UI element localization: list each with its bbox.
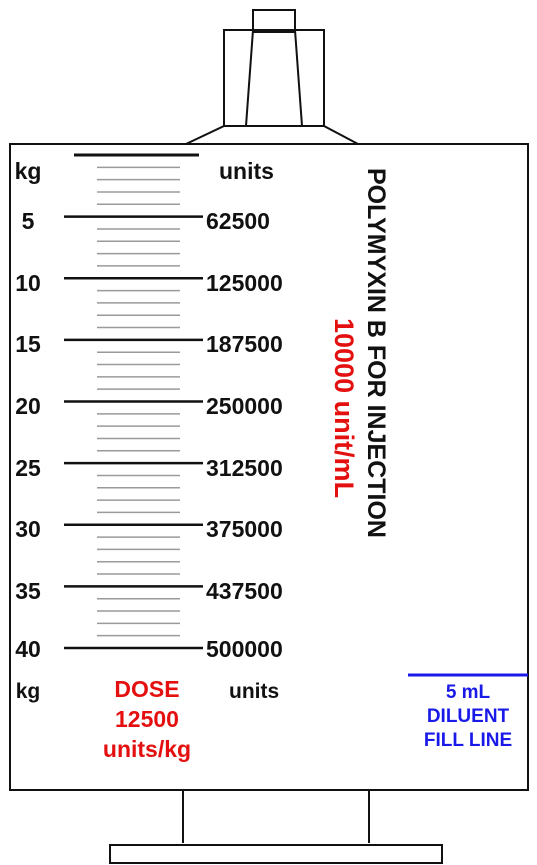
units-label: 62500: [206, 208, 270, 234]
kg-label: 30: [15, 516, 41, 542]
kg-label: 20: [15, 393, 41, 419]
units-label: 437500: [206, 578, 283, 604]
kg-label: 35: [15, 578, 41, 604]
diluent-label: DILUENT: [426, 706, 510, 727]
units-label: 312500: [206, 455, 283, 481]
dose-unit: units/kg: [102, 736, 192, 762]
diluent-volume: 5 mL: [445, 682, 491, 703]
syringe-tip: [252, 9, 296, 33]
kg-label: 40: [15, 636, 41, 662]
plunger-flange: [109, 844, 443, 864]
kg-label: 15: [15, 331, 41, 357]
fill-line-label: FILL LINE: [423, 730, 513, 751]
units-footer-label: units: [229, 680, 280, 703]
syringe-shoulder: [185, 125, 359, 145]
graduation-ticks: [64, 166, 203, 650]
units-label: 250000: [206, 393, 283, 419]
units-label: 187500: [206, 331, 283, 357]
units-header-label: units: [219, 158, 274, 184]
kg-label: 5: [21, 208, 35, 234]
syringe-hub: [223, 29, 325, 127]
drug-name-label: POLYMYXIN B FOR INJECTION: [362, 168, 390, 538]
kg-label: 10: [15, 270, 41, 296]
dose-value: 12500: [115, 706, 179, 732]
dose-label: DOSE: [114, 676, 180, 702]
kg-label: 25: [15, 455, 41, 481]
kg-footer-label: kg: [15, 680, 41, 703]
concentration-label: 10000 unit/mL: [329, 318, 359, 499]
kg-header-label: kg: [14, 158, 42, 184]
units-label: 125000: [206, 270, 283, 296]
units-label: 375000: [206, 516, 283, 542]
units-label: 500000: [206, 636, 283, 662]
syringe-barrel: [9, 143, 529, 791]
